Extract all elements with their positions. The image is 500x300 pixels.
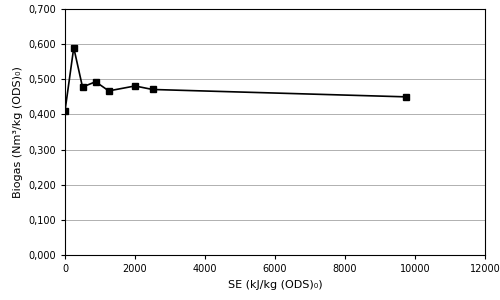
X-axis label: SE (kJ/kg (ODS)₀): SE (kJ/kg (ODS)₀): [228, 280, 322, 290]
Y-axis label: Biogas (Nm³/kg (ODS)₀): Biogas (Nm³/kg (ODS)₀): [12, 66, 22, 198]
